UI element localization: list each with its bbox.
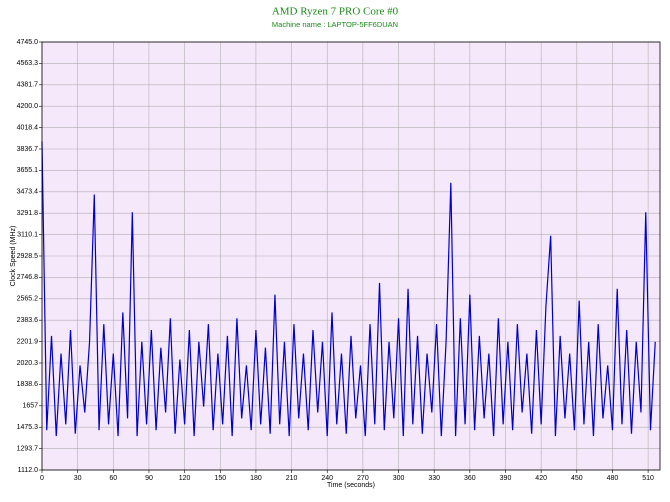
x-tick-label: 330: [428, 475, 440, 482]
y-tick-label: 1475.3: [17, 424, 39, 431]
x-tick-label: 510: [642, 475, 654, 482]
x-axis-label: Time (seconds): [327, 482, 375, 489]
y-tick-label: 4018.4: [17, 124, 39, 131]
y-tick-label: 1657: [22, 403, 38, 410]
y-tick-label: 2383.6: [17, 317, 39, 324]
y-tick-label: 1112.0: [18, 467, 38, 474]
x-tick-label: 30: [74, 475, 82, 482]
x-tick-label: 0: [40, 475, 44, 482]
chart-title: AMD Ryzen 7 PRO Core #0: [272, 6, 399, 18]
x-tick-label: 120: [179, 475, 191, 482]
x-tick-label: 180: [250, 475, 262, 482]
y-tick-label: 3291.8: [17, 210, 39, 217]
x-tick-label: 150: [214, 475, 226, 482]
chart-subtitle: Machine name : LAPTOP-5FF6DUAN: [272, 20, 398, 29]
y-tick-label: 4200.0: [17, 103, 39, 110]
plot-border: [41, 41, 661, 471]
x-tick-label: 90: [145, 475, 153, 482]
x-tick-label: 420: [535, 475, 547, 482]
x-tick-label: 480: [607, 475, 619, 482]
x-tick-label: 270: [357, 475, 369, 482]
y-tick-label: 2746.8: [17, 274, 39, 281]
y-tick-label: 4745.0: [17, 39, 39, 46]
x-tick-label: 210: [286, 475, 298, 482]
x-tick-label: 360: [464, 475, 476, 482]
y-tick-label: 3473.4: [17, 189, 39, 196]
y-tick-label: 2565.2: [17, 296, 39, 303]
y-tick-label: 3110.1: [17, 231, 38, 238]
y-tick-label: 3655.1: [17, 167, 39, 174]
x-tick-label: 240: [321, 475, 333, 482]
y-axis-label: Clock Speed (MHz): [10, 226, 17, 287]
y-tick-label: 4381.7: [17, 82, 39, 89]
x-tick-label: 60: [109, 475, 117, 482]
y-tick-label: 1293.7: [17, 445, 39, 452]
clock-line: [41, 141, 656, 437]
y-tick-label: 2928.5: [17, 253, 39, 260]
y-tick-label: 3836.7: [17, 146, 39, 153]
x-tick-label: 300: [393, 475, 405, 482]
y-tick-label: 4563.3: [17, 60, 39, 67]
y-tick-label: 2020.3: [17, 360, 39, 367]
x-tick-label: 390: [500, 475, 512, 482]
y-tick-label: 1838.6: [17, 381, 39, 388]
x-tick-label: 450: [571, 475, 583, 482]
y-tick-label: 2201.9: [17, 338, 39, 345]
